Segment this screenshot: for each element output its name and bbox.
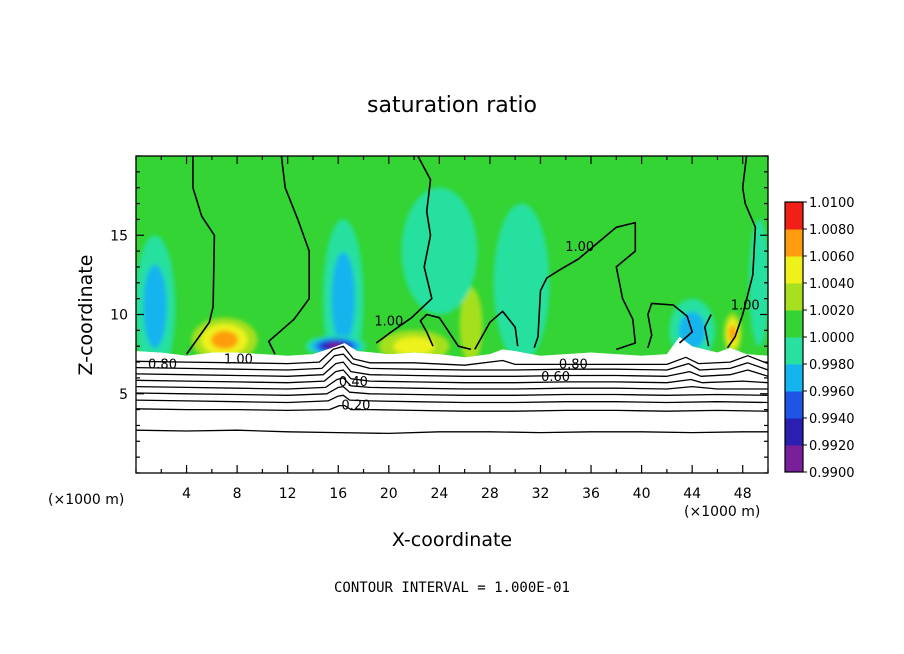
contour-line xyxy=(136,394,768,404)
contour-line xyxy=(136,377,768,390)
contour-labels: 1.000.800.400.201.001.000.800.601.00 xyxy=(148,240,760,414)
x-unit-label-left: (×1000 m) xyxy=(48,492,124,508)
contour-label: 1.00 xyxy=(374,315,403,330)
colorbar-label: 0.9980 xyxy=(809,358,855,373)
field-patch xyxy=(493,203,550,358)
field-patch xyxy=(143,265,167,349)
contour-line xyxy=(703,314,712,347)
x-tick-label: 44 xyxy=(683,486,701,502)
contour-lines xyxy=(136,156,768,435)
x-tick-label: 36 xyxy=(582,486,600,502)
contour-line xyxy=(647,302,694,349)
contour-line xyxy=(136,404,768,412)
contour-label: 1.00 xyxy=(565,240,594,255)
contour-line xyxy=(136,429,768,435)
field-patch xyxy=(331,252,356,345)
colorbar-swatch xyxy=(785,202,803,230)
colorbar-swatch xyxy=(785,283,803,311)
y-tick-label: 15 xyxy=(110,228,128,244)
colorbar-swatch xyxy=(785,310,803,338)
contour-line xyxy=(726,156,757,349)
contour-line xyxy=(474,310,519,350)
x-tick-label: 32 xyxy=(532,486,550,502)
contour-line xyxy=(533,221,637,351)
y-axis-label: Z-coordinate xyxy=(75,255,97,376)
contour-line xyxy=(136,345,768,366)
x-tick-label: 24 xyxy=(430,486,448,502)
x-axis-ticks: 4 8 12 16 20 24 28 32 36 40 44 48 xyxy=(135,156,769,502)
x-tick-label: 20 xyxy=(380,486,398,502)
y-tick-label: 5 xyxy=(119,387,128,403)
contour-label: 0.20 xyxy=(341,399,370,414)
contour-label: 0.80 xyxy=(148,357,177,372)
colorbar-swatch xyxy=(785,229,803,257)
x-tick-label: 40 xyxy=(633,486,651,502)
y-axis-ticks: 5 10 15 xyxy=(110,155,768,474)
x-axis-label: X-coordinate xyxy=(392,529,512,551)
x-unit-label-right: (×1000 m) xyxy=(684,504,760,520)
field-patch xyxy=(211,330,238,349)
colorbar-label: 1.0080 xyxy=(809,223,855,238)
contour-line xyxy=(136,385,768,396)
colorbar-label: 0.9960 xyxy=(809,385,855,400)
colorbar-label: 1.0000 xyxy=(809,331,855,346)
x-tick-label: 8 xyxy=(233,486,242,502)
contour-line xyxy=(136,369,768,384)
colorbar-swatch xyxy=(785,391,803,419)
contour-line xyxy=(136,361,768,377)
contour-interval-note: CONTOUR INTERVAL = 1.000E-01 xyxy=(334,580,570,596)
contour-label: 0.40 xyxy=(339,375,368,390)
colorbar-label: 0.9920 xyxy=(809,439,855,454)
contour-label: 0.80 xyxy=(559,357,588,372)
chart-title: saturation ratio xyxy=(367,93,537,118)
field-patch xyxy=(393,337,435,356)
contour-label: 0.60 xyxy=(541,370,570,385)
x-tick-label: 12 xyxy=(279,486,297,502)
contour-line xyxy=(375,156,433,344)
colorbar-label: 1.0040 xyxy=(809,277,855,292)
colorbar-swatch xyxy=(785,418,803,446)
y-tick-label: 10 xyxy=(110,308,128,324)
x-tick-label: 48 xyxy=(734,486,752,502)
colorbar-swatch xyxy=(785,337,803,365)
contour-line xyxy=(419,313,472,351)
colorbar-swatch xyxy=(785,364,803,392)
colorbar-label: 0.9940 xyxy=(809,412,855,427)
x-tick-label: 16 xyxy=(329,486,347,502)
colorbar-label: 1.0100 xyxy=(809,196,855,211)
contour-label: 1.00 xyxy=(731,299,760,314)
x-tick-label: 28 xyxy=(481,486,499,502)
colorbar-label: 0.9900 xyxy=(809,466,855,481)
contour-line xyxy=(136,353,768,371)
colorbar: 0.9900 0.9920 0.9940 0.9960 0.9980 1.0000 1.00… xyxy=(784,196,855,481)
colorbar-label: 1.0020 xyxy=(809,304,855,319)
contour-line xyxy=(267,156,311,355)
x-tick-label: 4 xyxy=(182,486,191,502)
colorbar-swatch xyxy=(785,256,803,284)
colorbar-swatch xyxy=(785,445,803,473)
field-patch xyxy=(401,187,478,315)
colorbar-label: 1.0060 xyxy=(809,250,855,265)
contour-line xyxy=(185,156,216,355)
contour-label: 1.00 xyxy=(224,353,253,368)
